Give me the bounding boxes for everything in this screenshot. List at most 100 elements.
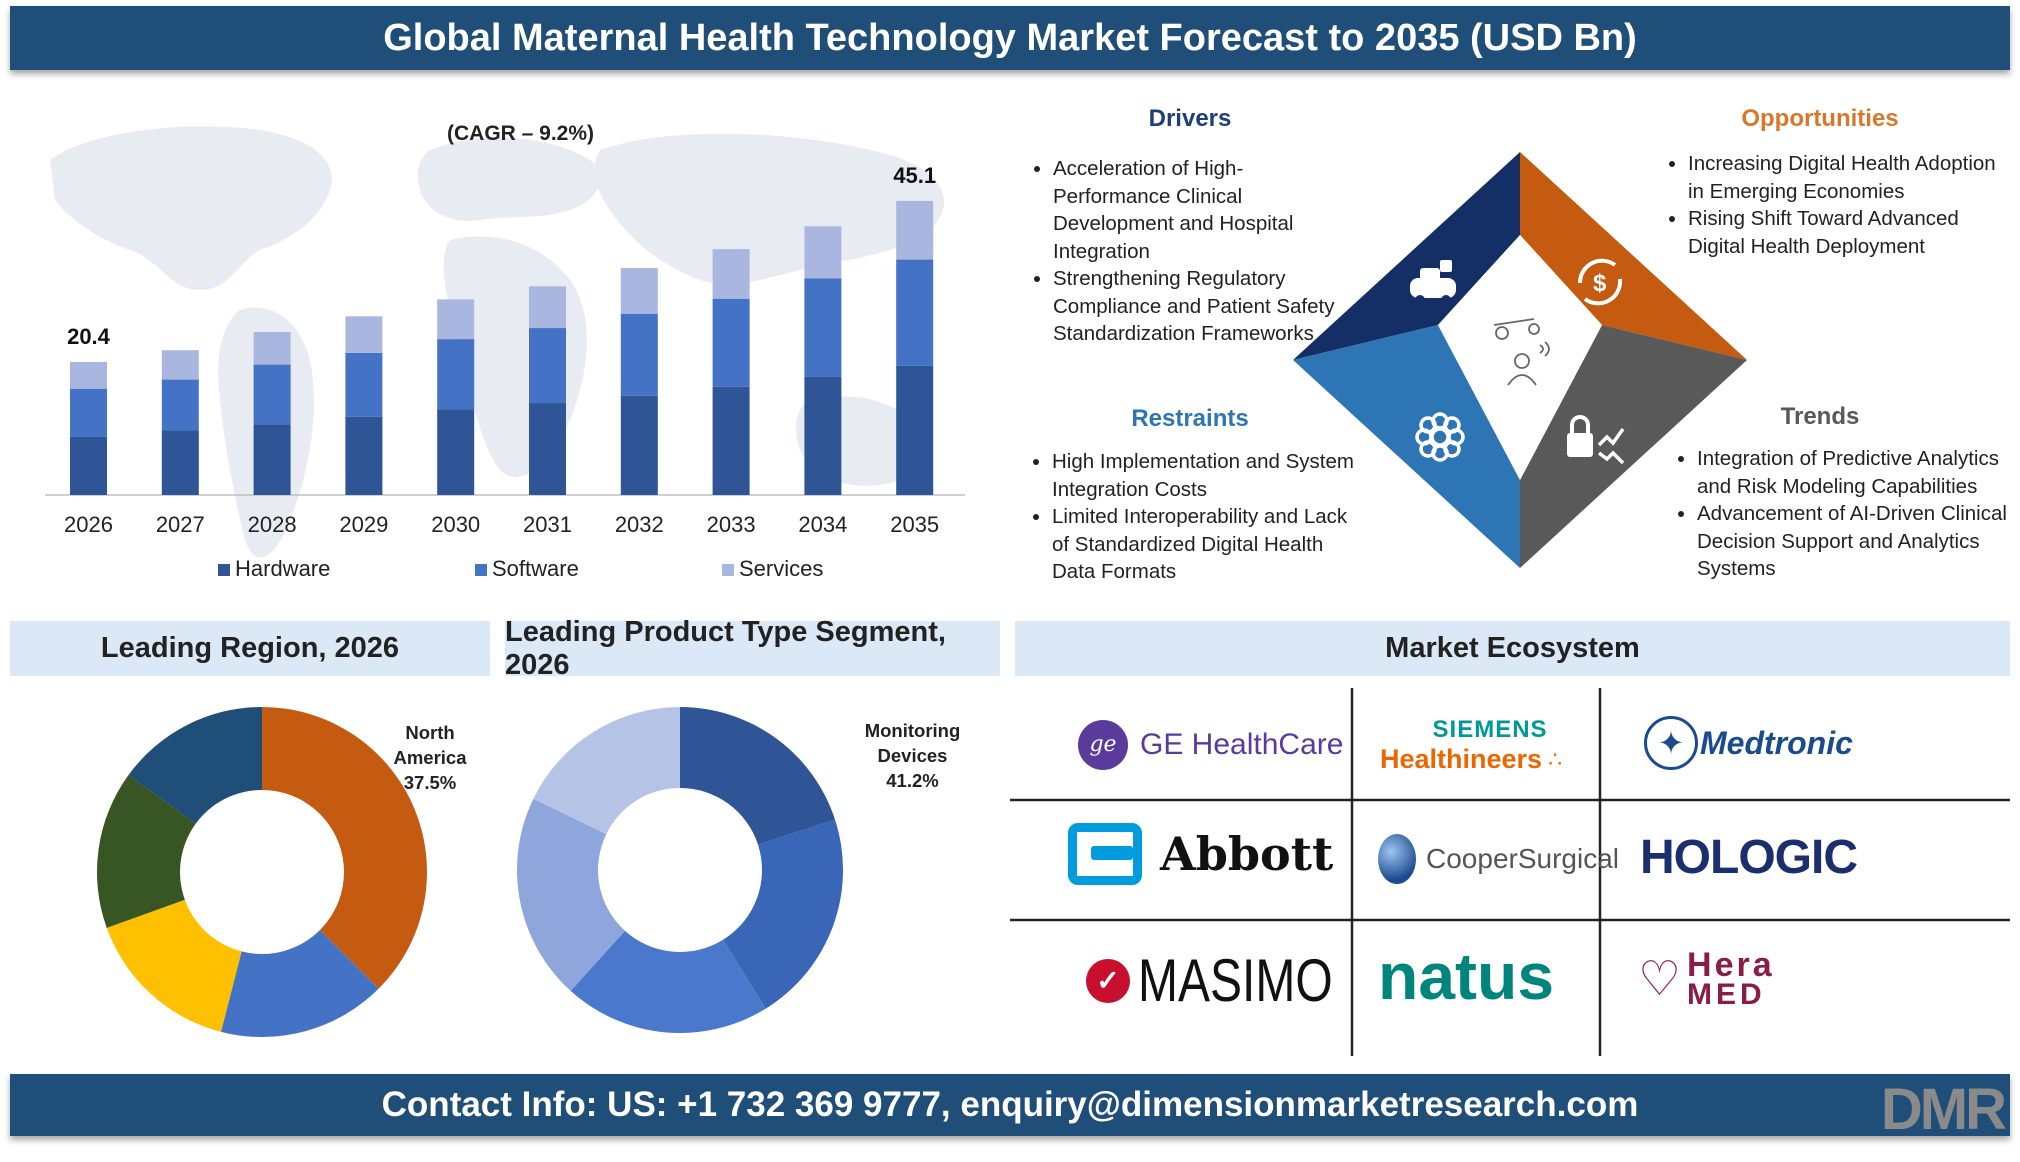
logo-coopersurgical: CooperSurgical: [1378, 834, 1619, 884]
ambulance-icon: [1410, 260, 1456, 305]
bar-segment-services-2029: [345, 316, 383, 353]
bar-segment-software-2035: [896, 259, 934, 366]
mother-baby-icon: [1493, 318, 1550, 386]
donut-region-slice-3: [97, 775, 196, 928]
opportunities-list: Increasing Digital Health Adoption in Em…: [1660, 150, 2008, 260]
logo-masimo: ✓ MASIMO: [1086, 946, 1381, 1015]
bar-segment-services-2035: [896, 200, 934, 260]
bar-segment-software-2028: [253, 364, 291, 425]
market-dynamics-diamond: $: [1290, 150, 1750, 570]
logo-natus: natus: [1378, 939, 1555, 1013]
svg-text:$: $: [1593, 270, 1607, 297]
medtronic-logo-text: Medtronic: [1700, 724, 1853, 761]
bar-segment-services-2033: [712, 249, 750, 299]
bar-segment-software-2032: [620, 313, 658, 396]
siemens-logo-top: SIEMENS: [1432, 716, 1548, 743]
ge-monogram-icon: ge: [1078, 720, 1128, 770]
bar-total-label: 20.4: [67, 324, 111, 349]
drivers-item: Acceleration of High-Performance Clinica…: [1053, 155, 1343, 265]
donut-product-slice-0: [680, 707, 836, 845]
region-donut-chart: [97, 707, 427, 1037]
logo-heramed: ♡ Hera MED: [1638, 946, 1775, 1011]
bar-segment-services-2032: [620, 268, 658, 314]
bar-segment-software-2030: [437, 339, 475, 410]
bar-segment-hardware-2032: [620, 395, 658, 495]
diamond-center: [1438, 235, 1602, 480]
siemens-logo-bottom-row: Healthineers ∴: [1380, 744, 1562, 775]
product-donut-panel: [510, 700, 850, 1040]
restraints-item: High Implementation and System Integrati…: [1052, 448, 1362, 503]
donut-product-slice-1: [723, 819, 843, 1009]
abbott-mark-icon: [1068, 823, 1142, 885]
dmr-logo: DMR: [1880, 1077, 2007, 1142]
bar-segment-hardware-2028: [253, 424, 291, 495]
legend-item-software: Software: [475, 556, 579, 582]
bar-segment-software-2029: [345, 352, 383, 417]
bar-segment-services-2034: [804, 226, 842, 279]
legend-label-services: Services: [739, 556, 824, 581]
contact-info-text: Contact Info: US: +1 732 369 9777, enqui…: [381, 1085, 1639, 1124]
x-tick-label: 2030: [431, 512, 480, 537]
masimo-logo-text: MASIMO: [1138, 947, 1333, 1014]
trends-list: Integration of Predictive Analytics and …: [1669, 445, 2017, 583]
masimo-mark-icon: ✓: [1086, 958, 1130, 1003]
dollar-exchange-icon: $: [1577, 258, 1623, 306]
coopersurgical-globe-icon: [1378, 834, 1416, 884]
restraints-list: High Implementation and System Integrati…: [1024, 448, 1362, 586]
contact-footer: Contact Info: US: +1 732 369 9777, enqui…: [10, 1074, 2010, 1142]
legend-swatch-services: [722, 564, 734, 576]
x-tick-label: 2033: [707, 512, 756, 537]
restraints-title: Restraints: [1131, 405, 1249, 432]
x-tick-label: 2035: [890, 512, 939, 537]
bar-segment-services-2027: [161, 350, 199, 380]
donut-product-slice-3: [517, 798, 626, 991]
bar-total-label: 45.1: [893, 163, 936, 188]
logo-siemens-healthineers: SIEMENS Healthineers ∴: [1380, 716, 1562, 775]
legend-item-hardware: Hardware: [218, 556, 330, 582]
x-tick-label: 2026: [64, 512, 113, 537]
logo-abbott: Abbott: [1068, 823, 1333, 885]
legend-label-software: Software: [492, 556, 579, 581]
x-tick-label: 2028: [248, 512, 297, 537]
bar-segment-hardware-2033: [712, 386, 750, 495]
bar-segment-software-2034: [804, 278, 842, 377]
x-tick-label: 2029: [339, 512, 388, 537]
drivers-title: Drivers: [1148, 105, 1232, 132]
legend-swatch-hardware: [218, 564, 230, 576]
coopersurgical-logo-text: CooperSurgical: [1426, 843, 1619, 874]
x-tick-label: 2031: [523, 512, 572, 537]
diamond-quadrant-restraints: [1293, 325, 1520, 568]
diamond-quadrant-trends: [1520, 325, 1747, 568]
bar-segment-hardware-2030: [437, 409, 475, 495]
x-tick-label: 2032: [615, 512, 664, 537]
bar-segment-services-2030: [437, 299, 475, 340]
restraints-item: Limited Interoperability and Lack of Sta…: [1052, 503, 1362, 586]
bar-segment-software-2026: [70, 388, 107, 437]
diamond-quadrant-opportunities: [1520, 152, 1747, 360]
region-callout-value: 37.5%: [403, 772, 457, 793]
heramed-logo-top: Hera: [1687, 946, 1775, 984]
bar-segment-hardware-2031: [529, 403, 566, 495]
abbott-logo-text: Abbott: [1160, 827, 1334, 881]
bar-segment-hardware-2029: [345, 416, 383, 495]
heramed-heart-icon: ♡: [1638, 953, 1682, 1006]
bar-chart: 2026 2027 2028 2029 2030 2031 2032 2033 2034 2035…: [45, 126, 965, 558]
bar-segment-hardware-2026: [70, 436, 107, 495]
page-title: Global Maternal Health Technology Market…: [10, 6, 2010, 70]
product-callout-line: Monitoring: [864, 720, 961, 741]
product-callout: Monitoring Devices 41.2%: [850, 718, 975, 793]
medtronic-figure-icon: ✦: [1644, 716, 1698, 770]
legend-item-services: Services: [722, 556, 823, 582]
region-callout-line: North: [405, 722, 455, 743]
drivers-item: Strengthening Regulatory Compliance and …: [1053, 265, 1343, 348]
heramed-logo-bottom: MED: [1687, 978, 1766, 1011]
heramed-wordmark: Hera MED: [1687, 946, 1775, 1011]
donut-region-slice-0: [262, 707, 427, 989]
bar-segment-software-2031: [529, 328, 566, 404]
donut-region-slice-4: [128, 707, 262, 824]
ecosystem-grid-lines: [1010, 688, 2010, 1056]
opportunities-item: Rising Shift Toward Advanced Digital Hea…: [1688, 205, 2008, 260]
product-donut-chart: [517, 707, 843, 1033]
diamond-quadrant-drivers: [1293, 152, 1520, 360]
bar-segment-hardware-2027: [161, 430, 199, 495]
